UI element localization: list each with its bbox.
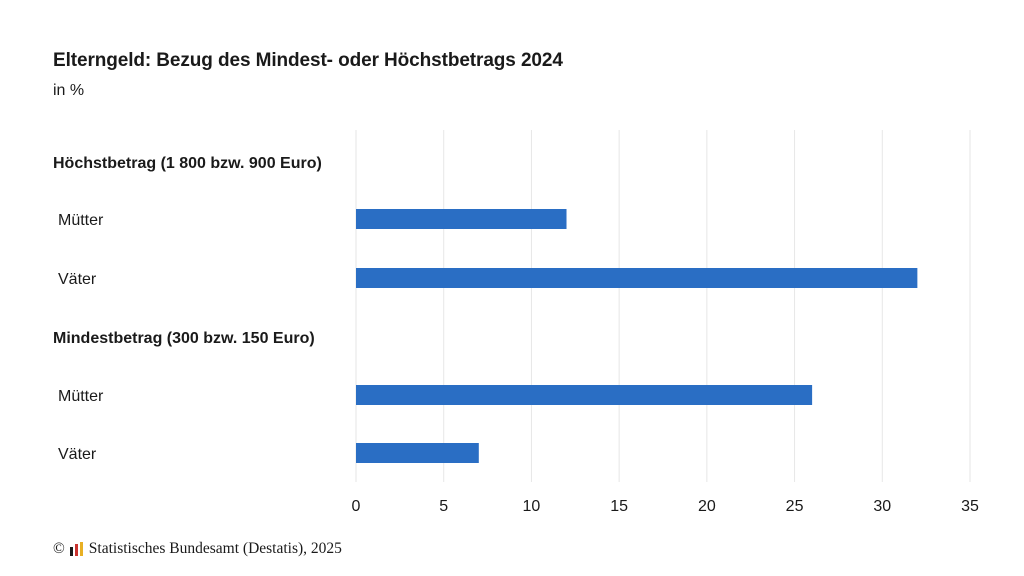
bar bbox=[356, 268, 918, 288]
bar bbox=[356, 385, 813, 405]
logo-bar-1 bbox=[69, 547, 73, 556]
x-tick-label: 25 bbox=[786, 498, 804, 515]
bar bbox=[356, 443, 479, 463]
x-tick-label: 0 bbox=[352, 498, 361, 515]
source-footer: © Statistisches Bundesamt (Destatis), 20… bbox=[53, 540, 342, 558]
category-label: Mütter bbox=[58, 388, 104, 405]
x-tick-label: 30 bbox=[873, 498, 891, 515]
bar bbox=[356, 209, 567, 229]
x-tick-label: 15 bbox=[610, 498, 628, 515]
x-tick-label: 10 bbox=[523, 498, 541, 515]
chart-title: Elterngeld: Bezug des Mindest- oder Höch… bbox=[53, 50, 563, 71]
source-text: Statistisches Bundesamt (Destatis), 2025 bbox=[88, 540, 342, 557]
group-label: Höchstbetrag (1 800 bzw. 900 Euro) bbox=[53, 155, 322, 172]
chart-subtitle: in % bbox=[53, 82, 85, 99]
category-label: Väter bbox=[58, 446, 97, 463]
category-label: Väter bbox=[58, 271, 97, 288]
x-tick-label: 35 bbox=[961, 498, 979, 515]
destatis-logo-icon bbox=[69, 542, 83, 556]
group-label: Mindestbetrag (300 bzw. 150 Euro) bbox=[53, 330, 315, 347]
logo-bar-3 bbox=[79, 542, 83, 556]
copyright-symbol: © bbox=[53, 540, 65, 557]
logo-bar-2 bbox=[74, 544, 78, 556]
category-label: Mütter bbox=[58, 212, 104, 229]
x-tick-label: 20 bbox=[698, 498, 716, 515]
x-tick-label: 5 bbox=[439, 498, 448, 515]
